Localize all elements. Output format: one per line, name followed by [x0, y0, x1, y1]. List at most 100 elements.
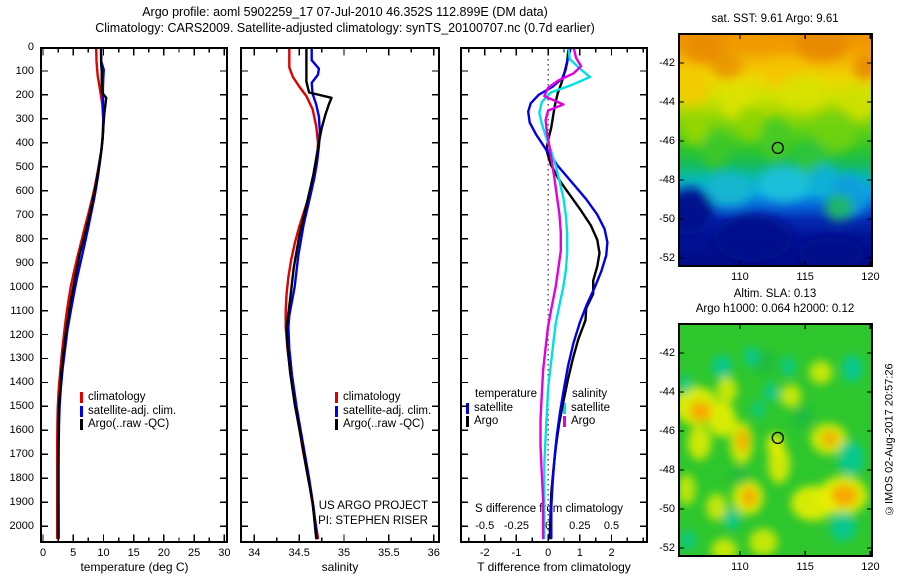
- x-tick-label: 34: [248, 547, 261, 559]
- salinity-panel-legend: climatology satellite-adj. clim. Argo(..…: [335, 391, 431, 432]
- legend-item-t-satellite: satellite: [466, 402, 537, 416]
- salinity-axis-label: salinity: [321, 560, 359, 574]
- depth-tick-label: 200: [15, 88, 34, 101]
- depth-tick-label: 800: [15, 232, 34, 245]
- difference-salinity-legend: salinity satellite Argo: [563, 388, 610, 429]
- depth-tick-label: 1900: [9, 496, 34, 509]
- sst-map: [678, 33, 873, 267]
- legend-item-t-argo: Argo: [466, 415, 537, 429]
- legend-item-argo-raw: Argo(..raw -QC): [335, 418, 431, 432]
- depth-tick-label: 500: [15, 160, 34, 173]
- depth-tick-label: 400: [15, 136, 34, 149]
- lat-tick-label: -42: [659, 347, 675, 360]
- series-t-satellite: [526, 47, 609, 540]
- legend-label: Argo(..raw -QC): [88, 418, 170, 430]
- legend-label: climatology: [343, 391, 401, 403]
- x-tick-label: 20: [157, 547, 171, 559]
- depth-tick-label: 1000: [9, 280, 34, 293]
- satellite-adj-color-swatch: [335, 405, 338, 417]
- x-tick-label: -2: [479, 547, 490, 559]
- x-tick-label: 0: [39, 547, 47, 559]
- t-argo-color-swatch: [466, 416, 469, 428]
- legend-item-satellite-adj-clim: satellite-adj. clim.: [335, 405, 431, 419]
- float-position-marker: [771, 141, 784, 155]
- legend-label: Argo: [474, 415, 499, 427]
- float-position-marker: [771, 431, 784, 445]
- legend-label: satellite: [474, 401, 513, 414]
- lat-tick-label: -50: [659, 503, 675, 516]
- lat-tick-label: -48: [659, 174, 675, 187]
- lon-tick-label: 115: [796, 561, 814, 573]
- depth-tick-label: 1400: [9, 376, 34, 389]
- difference-profile-plot: [460, 47, 648, 543]
- s-tick-label: 0: [545, 520, 552, 532]
- s-satellite-color-swatch: [563, 402, 566, 414]
- series-satellite-adj-clim-: [57, 47, 105, 540]
- temperature-profile-plot: [40, 47, 228, 543]
- lat-tick-label: -44: [659, 386, 675, 399]
- depth-tick-label: 700: [15, 208, 34, 221]
- x-tick-label: 35: [337, 547, 351, 559]
- legend-header-temperature: temperature: [475, 388, 538, 400]
- series-s-satellite: [538, 47, 592, 540]
- lat-tick-label: -48: [659, 464, 675, 477]
- lat-tick-label: -50: [659, 213, 675, 226]
- depth-tick-label: 1200: [9, 328, 34, 341]
- page-title: Argo profile: aoml 5902259_17 07-Jul-201…: [142, 5, 548, 19]
- legend-item-argo-raw: Argo(..raw -QC): [80, 418, 176, 432]
- legend-label: climatology: [88, 391, 146, 403]
- sst-map-title: sat. SST: 9.61 Argo: 9.61: [711, 13, 839, 25]
- s-difference-axis-label: S difference from climatology: [474, 503, 624, 515]
- series-t-argo: [545, 47, 601, 540]
- x-tick-label: 5: [70, 547, 77, 559]
- depth-tick-label: 300: [15, 112, 34, 125]
- s-tick-label: 0.5: [603, 520, 620, 532]
- temperature-panel-legend: climatology satellite-adj. clim. Argo(..…: [80, 391, 176, 432]
- climatology-color-swatch: [335, 392, 338, 404]
- depth-tick-label: 1700: [9, 448, 34, 461]
- x-tick-label: 34.5: [288, 547, 310, 559]
- lon-tick-label: 110: [731, 271, 749, 283]
- lat-tick-label: -52: [659, 542, 675, 555]
- series-argo-raw-qc-: [56, 47, 108, 540]
- s-tick-label: -0.5: [475, 520, 495, 532]
- x-tick-label: 15: [127, 547, 140, 559]
- lon-tick-label: 120: [861, 271, 880, 283]
- depth-tick-label: 1600: [9, 424, 34, 437]
- lat-tick-label: -44: [659, 96, 675, 109]
- x-tick-label: -1: [511, 547, 522, 559]
- legend-label: Argo: [571, 415, 596, 427]
- imos-credit-text: ©IMOS 02-Aug-2017 20:57:26: [883, 363, 896, 517]
- legend-label: Argo(..raw -QC): [343, 418, 425, 430]
- us-argo-project-note: US ARGO PROJECT: [318, 500, 428, 512]
- depth-tick-label: 1300: [9, 352, 34, 365]
- lon-tick-label: 120: [861, 561, 880, 573]
- argo-color-swatch: [80, 419, 83, 431]
- x-tick-label: 0: [545, 547, 552, 559]
- lon-tick-label: 115: [796, 271, 814, 283]
- sla-map-title-line2: Argo h1000: 0.064 h2000: 0.12: [695, 303, 855, 315]
- legend-label: satellite-adj. clim.: [343, 404, 432, 417]
- depth-tick-label: 100: [15, 64, 34, 77]
- depth-tick-label: 0: [27, 41, 34, 53]
- x-tick-label: 1: [576, 547, 583, 559]
- legend-label: satellite: [571, 401, 610, 414]
- t-difference-axis-label: T difference from climatology: [477, 560, 631, 574]
- sla-map-title-line1: Altim. SLA: 0.13: [733, 288, 817, 300]
- x-tick-label: 30: [218, 547, 231, 559]
- difference-temperature-legend: temperature satellite Argo: [466, 388, 537, 429]
- x-tick-label: 2: [608, 547, 615, 559]
- series-s-argo: [539, 47, 583, 540]
- lat-tick-label: -46: [659, 135, 675, 148]
- legend-item-climatology: climatology: [80, 391, 176, 405]
- series-satellite-adj-clim-: [287, 47, 322, 540]
- climatology-color-swatch: [80, 392, 83, 404]
- legend-item-s-argo: Argo: [563, 415, 610, 429]
- x-tick-label: 36: [427, 547, 440, 559]
- series-climatology: [56, 47, 105, 540]
- s-tick-label: 0.25: [569, 520, 591, 532]
- lat-tick-label: -42: [659, 57, 675, 70]
- salinity-profile-plot: [240, 47, 440, 543]
- lat-tick-label: -46: [659, 425, 675, 438]
